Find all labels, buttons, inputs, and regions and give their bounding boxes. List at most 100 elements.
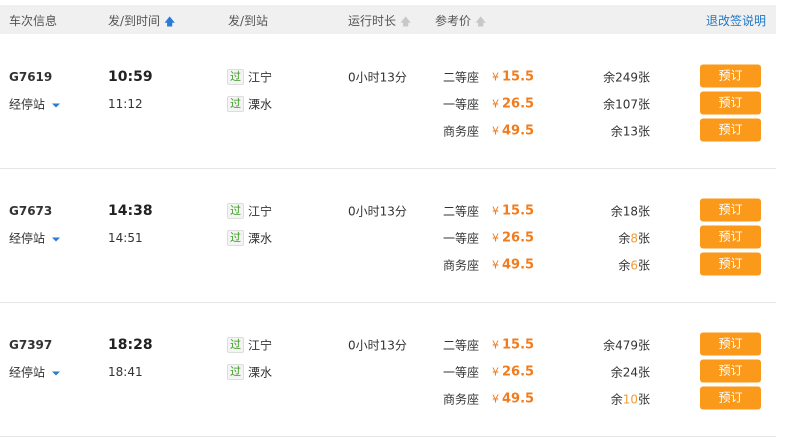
col-time-sort[interactable]: 发/到时间 🡅 (108, 12, 175, 32)
seat-type: 商务座 (443, 124, 480, 139)
pass-badge: 过 (227, 96, 244, 112)
book-button[interactable]: 预订 (700, 359, 761, 383)
stops-label: 经停站 (9, 365, 46, 380)
train-code[interactable]: G7619 (9, 70, 53, 84)
price-value: 26.5 (502, 230, 535, 246)
duration: 0小时13分 (348, 70, 407, 85)
yen-sign: ¥ (492, 365, 499, 379)
caret-down-icon (52, 371, 61, 375)
remaining-suffix: 张 (637, 124, 650, 139)
arrival-time: 11:12 (108, 97, 143, 111)
pass-badge: 过 (227, 230, 244, 246)
col-price-sort[interactable]: 参考价 🡅 (435, 12, 486, 32)
seats-remaining: 余6张 (618, 257, 650, 274)
book-button[interactable]: 预订 (700, 118, 761, 142)
departure-time: 14:38 (108, 203, 153, 219)
train-row: G7619 经停站 10:59 11:12 过江宁过溧水 0小时13分 二等座 ¥15.5 余2… (0, 34, 776, 169)
departure-station: 江宁 (248, 70, 273, 85)
remaining-suffix: 张 (637, 231, 650, 246)
remaining-suffix: 张 (637, 204, 650, 219)
remaining-prefix: 余 (603, 70, 616, 85)
seat-price: ¥15.5 (492, 204, 534, 219)
col-train-info: 车次信息 (9, 14, 58, 28)
remaining-suffix: 张 (637, 338, 650, 353)
train-row: G7397 经停站 18:28 18:41 过江宁过溧水 0小时13分 二等座 ¥15.5 余4… (0, 302, 776, 437)
book-button[interactable]: 预订 (700, 64, 761, 88)
col-duration-label: 运行时长 (348, 14, 397, 28)
pass-badge: 过 (227, 203, 244, 219)
price-value: 15.5 (502, 69, 535, 85)
price-value: 49.5 (502, 391, 535, 407)
col-station: 发/到站 (228, 14, 269, 28)
book-button[interactable]: 预订 (700, 332, 761, 356)
seats-remaining: 余249张 (603, 69, 650, 86)
train-row: G7673 经停站 14:38 14:51 过江宁过溧水 0小时13分 二等座 ¥15.5 余1… (0, 168, 776, 303)
stops-toggle[interactable]: 经停站 (9, 364, 61, 381)
seat-type: 商务座 (443, 258, 480, 273)
remaining-suffix: 张 (637, 258, 650, 273)
remaining-count: 107 (615, 97, 638, 112)
arrow-up-icon: 🡅 (164, 15, 176, 28)
seat-type: 一等座 (443, 365, 480, 380)
remaining-count: 13 (622, 124, 638, 139)
seats-remaining: 余479张 (603, 337, 650, 354)
pass-badge: 过 (227, 69, 244, 85)
arrival-station: 溧水 (248, 97, 273, 112)
remaining-prefix: 余 (610, 124, 623, 139)
book-button[interactable]: 预订 (700, 252, 761, 276)
book-button[interactable]: 预订 (700, 386, 761, 410)
seat-price: ¥26.5 (492, 97, 534, 112)
remaining-prefix: 余 (618, 231, 631, 246)
yen-sign: ¥ (492, 392, 499, 406)
col-duration-sort[interactable]: 运行时长 🡅 (348, 12, 411, 32)
stops-toggle[interactable]: 经停站 (9, 230, 61, 247)
train-code[interactable]: G7673 (9, 204, 53, 218)
remaining-suffix: 张 (637, 97, 650, 112)
duration: 0小时13分 (348, 204, 407, 219)
remaining-suffix: 张 (637, 392, 650, 407)
remaining-prefix: 余 (610, 365, 623, 380)
remaining-prefix: 余 (618, 258, 631, 273)
departure-station: 江宁 (248, 204, 273, 219)
caret-down-icon (52, 103, 61, 107)
price-value: 15.5 (502, 337, 535, 353)
price-value: 26.5 (502, 96, 535, 112)
remaining-suffix: 张 (637, 70, 650, 85)
seat-price: ¥26.5 (492, 231, 534, 246)
seat-price: ¥26.5 (492, 365, 534, 380)
departure-time: 18:28 (108, 337, 153, 353)
remaining-count: 10 (622, 392, 638, 407)
book-button[interactable]: 预订 (700, 198, 761, 222)
remaining-prefix: 余 (610, 392, 623, 407)
train-code[interactable]: G7397 (9, 338, 53, 352)
seat-type: 二等座 (443, 70, 480, 85)
price-value: 15.5 (502, 203, 535, 219)
yen-sign: ¥ (492, 204, 499, 218)
arrival-station: 溧水 (248, 231, 273, 246)
remaining-prefix: 余 (603, 97, 616, 112)
yen-sign: ¥ (492, 124, 499, 138)
remaining-count: 18 (622, 204, 638, 219)
arrow-up-icon: 🡅 (400, 15, 412, 28)
seat-type: 二等座 (443, 204, 480, 219)
seat-type: 一等座 (443, 231, 480, 246)
price-value: 49.5 (502, 123, 535, 139)
seats-remaining: 余107张 (603, 96, 650, 113)
arrival-time: 18:41 (108, 365, 143, 379)
col-price-label: 参考价 (435, 14, 472, 28)
remaining-count: 8 (630, 231, 638, 246)
arrival-time: 14:51 (108, 231, 143, 245)
book-button[interactable]: 预订 (700, 225, 761, 249)
remaining-count: 24 (622, 365, 638, 380)
remaining-prefix: 余 (610, 204, 623, 219)
refund-policy-link[interactable]: 退改签说明 (705, 14, 766, 28)
yen-sign: ¥ (492, 338, 499, 352)
book-button[interactable]: 预订 (700, 91, 761, 115)
seat-type: 一等座 (443, 97, 480, 112)
stops-label: 经停站 (9, 231, 46, 246)
seats-remaining: 余24张 (611, 364, 650, 381)
col-time-label: 发/到时间 (108, 14, 161, 28)
pass-badge: 过 (227, 337, 244, 353)
stops-toggle[interactable]: 经停站 (9, 96, 61, 113)
yen-sign: ¥ (492, 258, 499, 272)
